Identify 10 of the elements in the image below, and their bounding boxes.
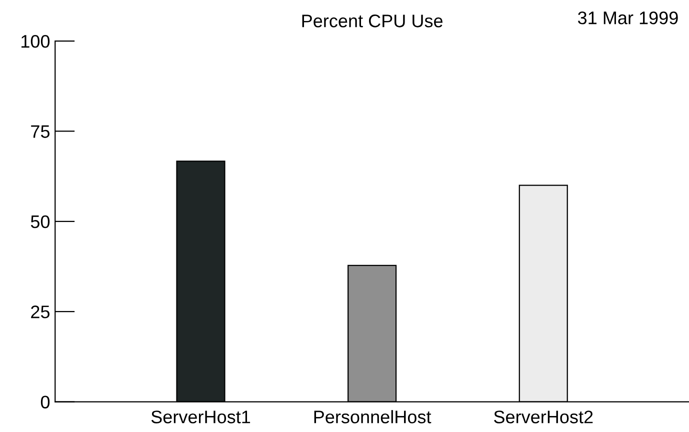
x-tick-label: PersonnelHost [314,410,432,424]
y-tick-label: 75 [31,125,50,138]
chart-title: Percent CPU Use [302,14,443,28]
x-tick-label: ServerHost1 [151,410,250,424]
x-tick-label: ServerHost2 [494,410,593,424]
y-tick-label: 0 [40,396,50,408]
y-tick-label: 50 [30,215,50,228]
text: 31 Mar 1999 [578,12,678,24]
y-tick-label: 25 [31,306,50,318]
y-tick-label: 100 [22,34,50,48]
